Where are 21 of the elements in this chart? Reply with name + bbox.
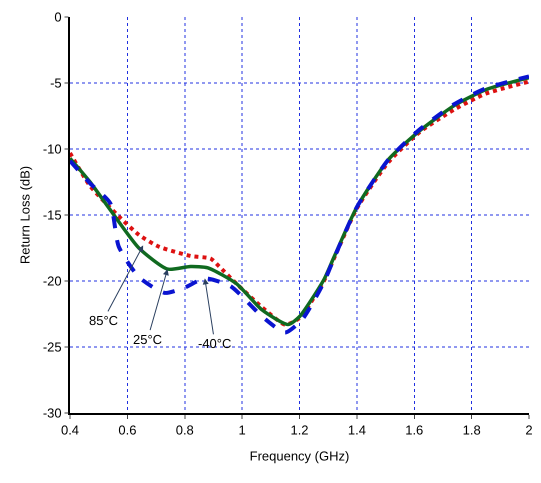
x-axis-title: Frequency (GHz) <box>250 448 350 464</box>
x-tick-label: 1 <box>238 422 246 438</box>
x-tick-label: 1.4 <box>348 422 366 438</box>
x-tick-label: 1.2 <box>290 422 309 438</box>
y-tick-label: -20 <box>42 274 62 289</box>
x-tick-label: 0.4 <box>60 422 80 438</box>
annotation: -40°C <box>198 336 232 351</box>
x-tick-label: 1.6 <box>405 422 424 438</box>
x-tick-label: 1.8 <box>462 422 481 438</box>
annotation: 25°C <box>133 332 162 347</box>
annotation: 85°C <box>89 313 118 328</box>
y-tick-label: 0 <box>54 10 62 25</box>
y-tick-label: -30 <box>42 406 62 421</box>
y-tick-label: -25 <box>42 340 62 355</box>
y-axis-title: Return Loss (dB) <box>17 166 32 264</box>
x-tick-label: 0.6 <box>118 422 136 438</box>
y-tick-label: -10 <box>42 142 62 157</box>
y-tick-label: -15 <box>42 208 62 223</box>
x-tick-label: 2 <box>525 422 533 438</box>
y-tick-label: -5 <box>50 76 62 91</box>
x-tick-label: 0.8 <box>176 422 194 438</box>
